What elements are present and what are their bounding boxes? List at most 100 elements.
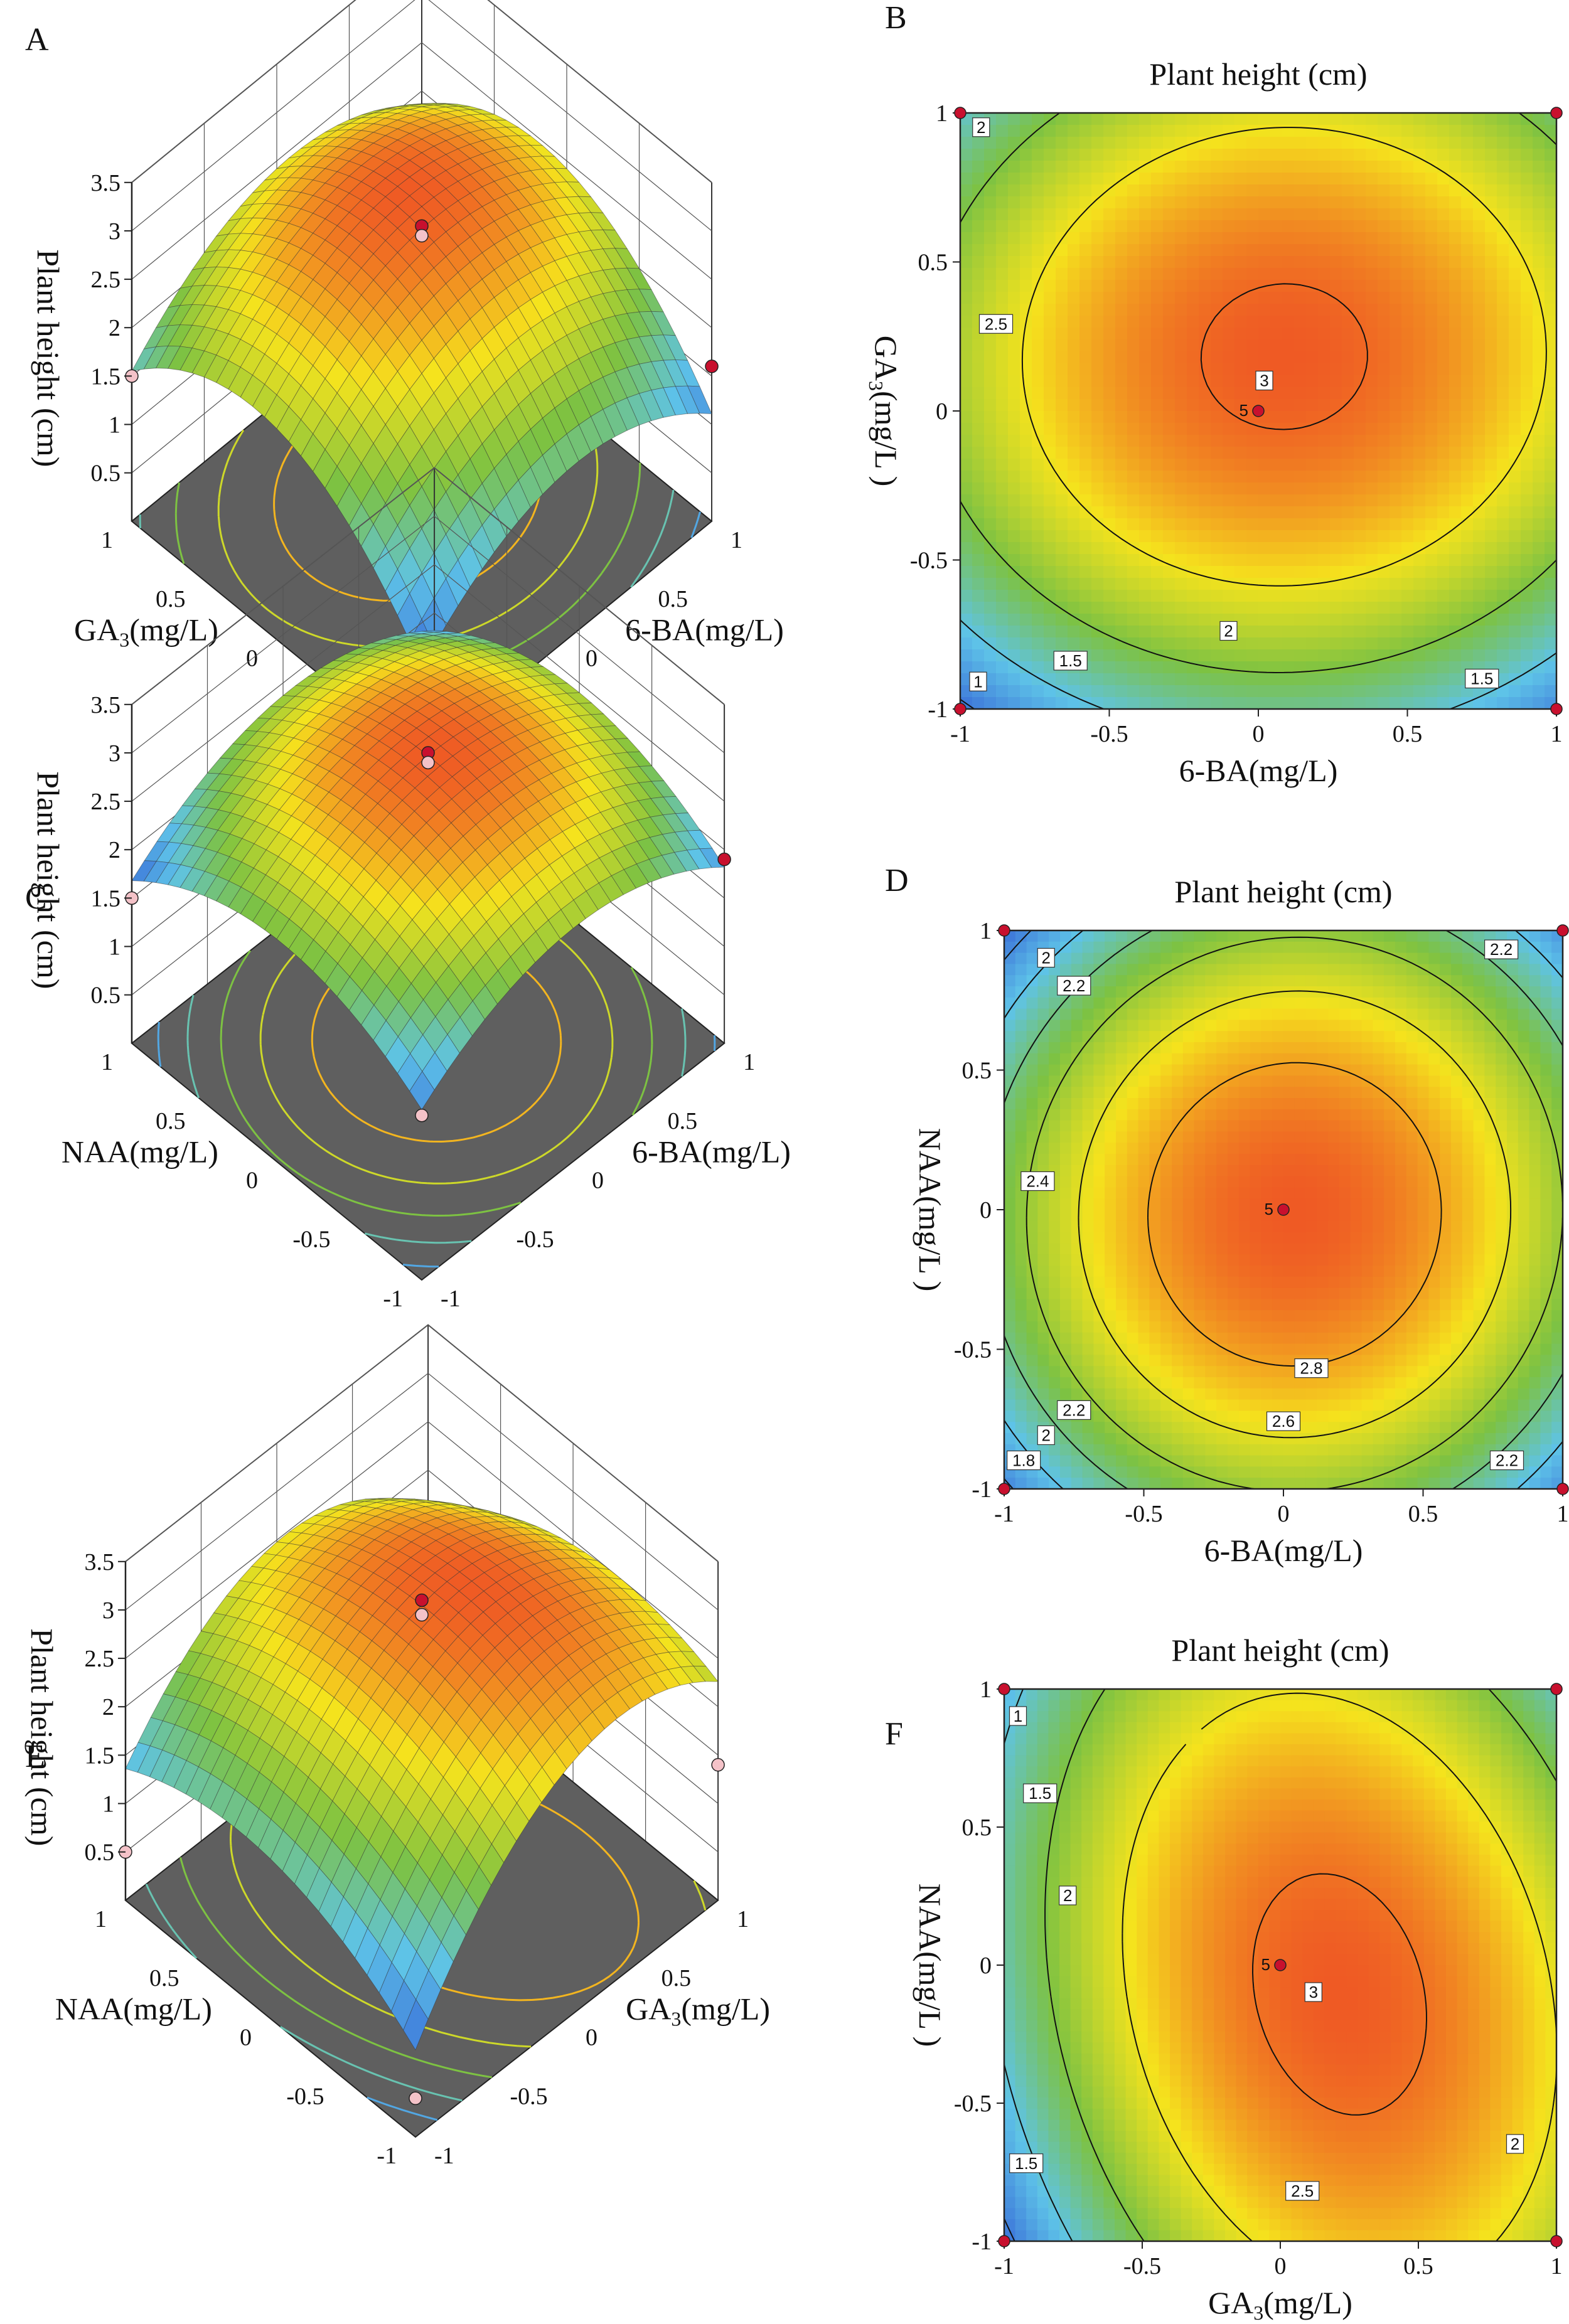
y-label-rest: (mg/L) bbox=[129, 612, 218, 648]
heatmap-cell bbox=[1258, 673, 1271, 686]
heatmap-cell bbox=[1127, 1053, 1139, 1065]
heatmap-cell bbox=[1228, 1433, 1240, 1445]
heatmap-cell bbox=[1437, 375, 1450, 388]
heatmap-cell bbox=[1194, 1064, 1206, 1077]
heatmap-cell bbox=[1008, 685, 1020, 698]
heatmap-cell bbox=[1330, 328, 1342, 340]
heatmap-cell bbox=[1044, 149, 1056, 161]
heatmap-cell bbox=[1390, 363, 1402, 376]
heatmap-cell bbox=[1216, 986, 1228, 998]
heatmap-cell bbox=[1044, 280, 1056, 292]
corner-design-point bbox=[1550, 107, 1563, 119]
heatmap-cell bbox=[1545, 494, 1557, 507]
heatmap-cell bbox=[1401, 149, 1414, 161]
heatmap-cell bbox=[1199, 304, 1211, 316]
heatmap-cell bbox=[1020, 161, 1032, 173]
heatmap-cell bbox=[1223, 196, 1235, 209]
heatmap-cell bbox=[1138, 1287, 1150, 1300]
heatmap-cell bbox=[1049, 1064, 1061, 1077]
heatmap-cell bbox=[1103, 196, 1116, 209]
heatmap-cell bbox=[1306, 232, 1319, 245]
heatmap-cell bbox=[1026, 1109, 1039, 1121]
heatmap-cell bbox=[1037, 1254, 1049, 1266]
heatmap-cell bbox=[1056, 459, 1068, 471]
heatmap-cell bbox=[1401, 530, 1414, 543]
heatmap-cell bbox=[1149, 1355, 1161, 1367]
heatmap-cell bbox=[960, 387, 973, 400]
heatmap-cell bbox=[1509, 113, 1521, 125]
heatmap-cell bbox=[1139, 435, 1152, 447]
heatmap-cell bbox=[1282, 435, 1295, 447]
heatmap-cell bbox=[1105, 997, 1117, 1010]
heatmap-cell bbox=[1079, 268, 1092, 280]
heatmap-cell bbox=[1497, 602, 1509, 614]
heatmap-cell bbox=[1413, 196, 1426, 209]
heatmap-cell bbox=[1449, 328, 1462, 340]
heatmap-cell bbox=[1127, 292, 1140, 304]
heatmap-cell bbox=[1138, 1098, 1150, 1110]
heatmap-cell bbox=[1413, 685, 1426, 698]
heatmap-cell bbox=[1068, 518, 1080, 531]
heatmap-cell bbox=[1160, 986, 1172, 998]
heatmap-cell bbox=[1234, 626, 1247, 638]
heatmap-cell bbox=[1127, 1154, 1139, 1166]
heatmap-cell bbox=[1521, 471, 1533, 483]
heatmap-cell bbox=[1127, 1143, 1139, 1154]
heatmap-cell bbox=[1294, 685, 1307, 698]
heatmap-cell bbox=[1068, 447, 1080, 459]
center-point-count: 5 bbox=[1240, 401, 1248, 420]
heatmap-cell bbox=[1139, 614, 1152, 626]
heatmap-cell bbox=[1318, 339, 1331, 352]
heatmap-cell bbox=[1187, 518, 1199, 531]
heatmap-cell bbox=[1037, 1143, 1049, 1154]
heatmap-cell bbox=[1318, 280, 1331, 292]
heatmap-cell bbox=[1306, 459, 1319, 471]
heatmap-cell bbox=[1056, 208, 1068, 221]
heatmap-cell bbox=[1032, 196, 1044, 209]
heatmap-cell bbox=[1032, 363, 1044, 376]
heatmap-cell bbox=[1509, 268, 1521, 280]
heatmap-cell bbox=[1497, 316, 1509, 328]
heatmap-cell bbox=[1175, 649, 1187, 662]
heatmap-cell bbox=[1015, 1410, 1027, 1422]
heatmap-cell bbox=[1182, 1198, 1195, 1210]
heatmap-cell bbox=[1071, 1064, 1083, 1077]
heatmap-cell bbox=[1105, 975, 1117, 987]
heatmap-cell bbox=[1127, 1276, 1139, 1289]
heatmap-cell bbox=[1068, 173, 1080, 185]
heatmap-cell bbox=[1093, 1098, 1105, 1110]
heatmap-cell bbox=[1216, 1042, 1228, 1054]
y-tick-label: 1 bbox=[936, 100, 948, 127]
heatmap-cell bbox=[1199, 328, 1211, 340]
heatmap-cell bbox=[1115, 149, 1128, 161]
heatmap-cell bbox=[1294, 661, 1307, 674]
heatmap-cell bbox=[1163, 435, 1175, 447]
heatmap-cell bbox=[1306, 399, 1319, 412]
heatmap-cell bbox=[984, 351, 997, 364]
heatmap-cell bbox=[1151, 459, 1164, 471]
heatmap-cell bbox=[1545, 161, 1557, 173]
heatmap-cell bbox=[1261, 952, 1273, 965]
heatmap-cell bbox=[1449, 411, 1462, 424]
heatmap-cell bbox=[1246, 637, 1259, 650]
heatmap-cell bbox=[1390, 411, 1402, 424]
heatmap-cell bbox=[1378, 482, 1390, 495]
heatmap-cell bbox=[1449, 149, 1462, 161]
heatmap-cell bbox=[1091, 220, 1104, 233]
heatmap-cell bbox=[1250, 1042, 1262, 1054]
heatmap-cell bbox=[1091, 423, 1104, 435]
heatmap-cell bbox=[1044, 375, 1056, 388]
heatmap-cell bbox=[1401, 304, 1414, 316]
heatmap-cell bbox=[1330, 471, 1342, 483]
heatmap-cell bbox=[1056, 578, 1068, 590]
heatmap-cell bbox=[1294, 494, 1307, 507]
heatmap-cell bbox=[1533, 137, 1545, 149]
heatmap-cell bbox=[1258, 351, 1271, 364]
heatmap-cell bbox=[1413, 566, 1426, 578]
heatmap-cell bbox=[1250, 1087, 1262, 1099]
heatmap-cell bbox=[1342, 530, 1354, 543]
heatmap-cell bbox=[1270, 590, 1283, 602]
heatmap-cell bbox=[1497, 137, 1509, 149]
heatmap-cell bbox=[1115, 351, 1128, 364]
heatmap-cell bbox=[1199, 161, 1211, 173]
